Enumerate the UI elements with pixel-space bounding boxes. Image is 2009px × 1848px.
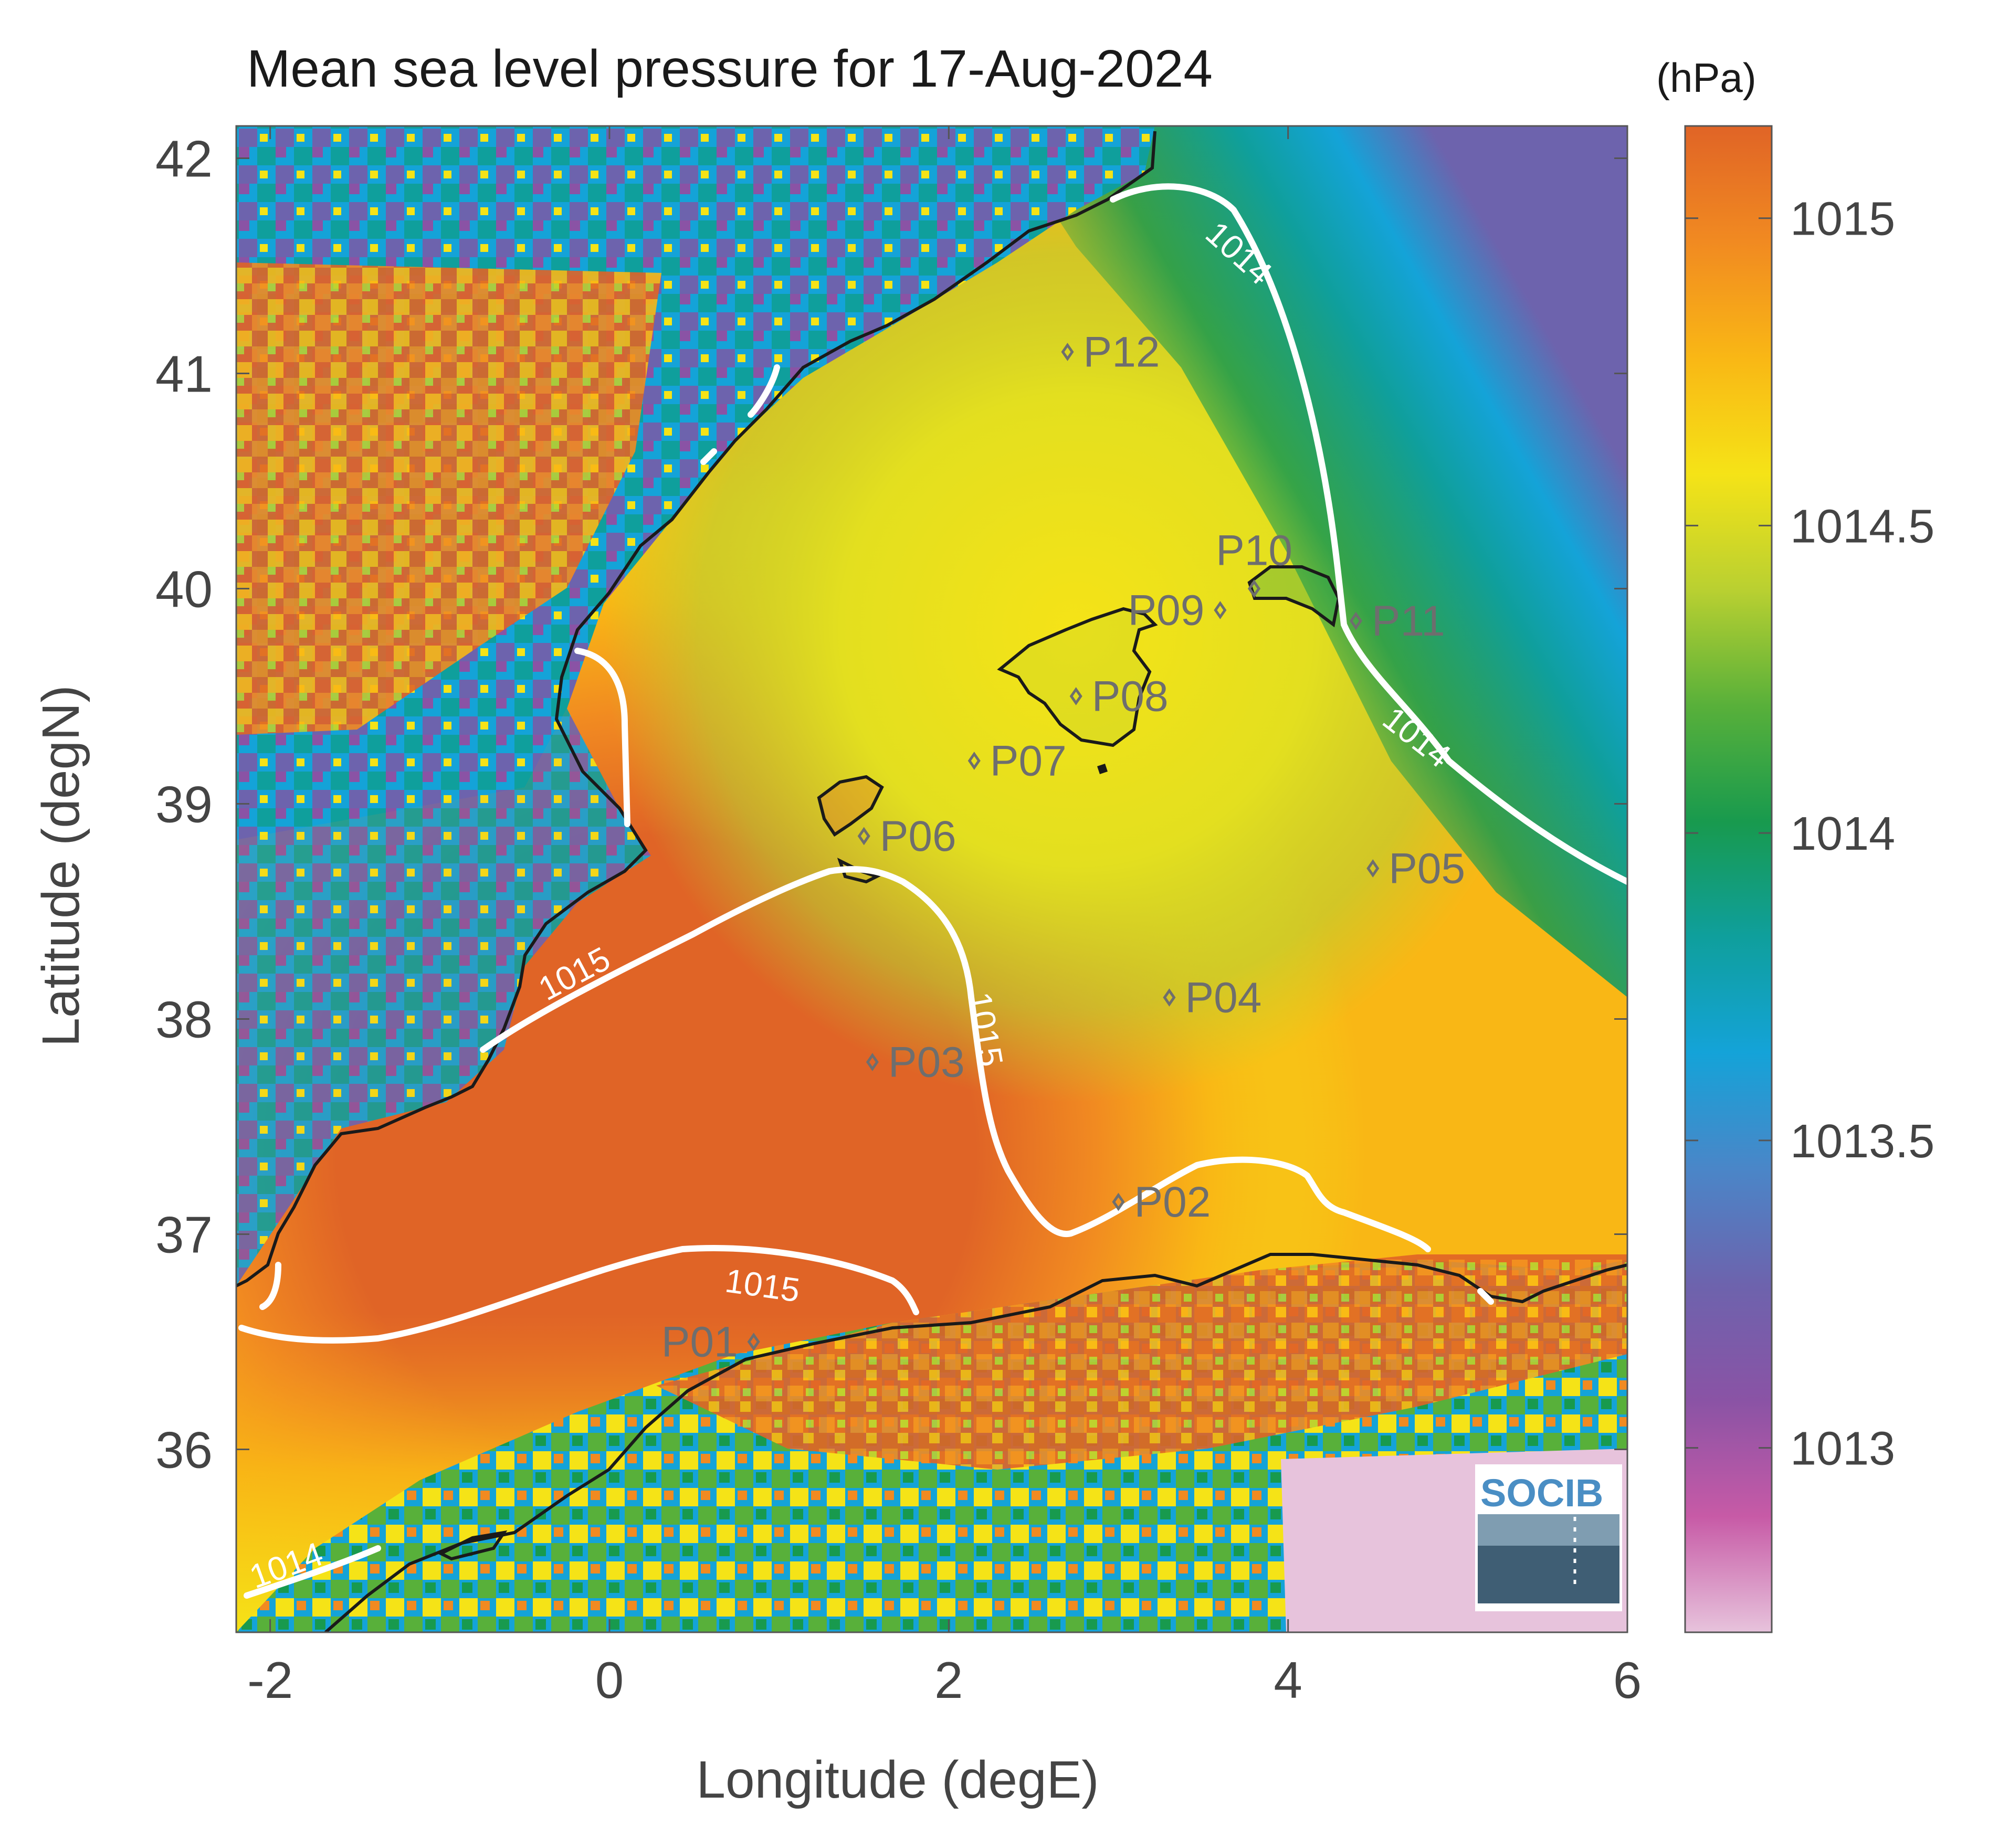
station-marker: [1247, 579, 1261, 598]
x-axis-title: Longitude (degE): [696, 1750, 1099, 1809]
logo-water-highlight: [1478, 1514, 1619, 1546]
contour-1014-iberia: [574, 648, 630, 827]
y-tick-label: 42: [155, 130, 213, 188]
colorbar-tick-label: 1014: [1790, 808, 1895, 860]
station-marker: [1163, 988, 1176, 1007]
contour-1015-south: [238, 1245, 919, 1344]
logo-base: [1478, 1603, 1619, 1610]
coastline-africa: [324, 1253, 1627, 1632]
station-label: P11: [1372, 597, 1445, 645]
station-label: P04: [1185, 974, 1261, 1022]
station-marker: [857, 827, 870, 846]
logo-text: SOCIB: [1480, 1471, 1603, 1515]
station-marker: [747, 1333, 760, 1351]
contour-1015-sw-corner: [259, 1262, 281, 1310]
land-iberia-southeast: [236, 709, 651, 1286]
y-axis-title: Latitude (degN): [31, 685, 90, 1047]
station-marker: [1366, 859, 1380, 878]
station-marker: [1214, 601, 1227, 619]
coastline-ibiza: [817, 775, 884, 837]
colorbar-frame: [1684, 125, 1773, 1633]
station-label: P06: [880, 812, 956, 860]
land-iberia-interior: [236, 262, 661, 735]
y-axis-ticks: 36 37 38 39 40 41 42: [155, 130, 1627, 1479]
station-label: P09: [1128, 587, 1204, 635]
station-label: P08: [1092, 673, 1169, 721]
y-tick-label: 40: [155, 561, 213, 618]
x-tick-label: 0: [595, 1651, 624, 1709]
colorbar-tick-label: 1013: [1790, 1423, 1895, 1475]
station-marker: [1112, 1192, 1125, 1211]
station-label: P12: [1084, 329, 1160, 376]
plot-title: Mean sea level pressure for 17-Aug-2024: [247, 39, 1213, 98]
contour-1014-coastal-arc: [700, 364, 780, 465]
station-label: P01: [661, 1318, 738, 1366]
x-tick-label: 4: [1274, 1651, 1302, 1709]
x-axis-ticks: -2 0 2 4 6: [247, 126, 1642, 1709]
station-marker: [1061, 343, 1074, 361]
x-tick-label: 2: [934, 1651, 963, 1709]
coastline-cabrera: [1097, 764, 1108, 774]
y-tick-label: 41: [155, 345, 213, 403]
colorbar: 1013 1013.5 1014 1014.5 1015: [1684, 125, 1934, 1633]
colorbar-ticks: 1013 1013.5 1014 1014.5 1015: [1685, 193, 1934, 1475]
colorbar-units: (hPa): [1656, 55, 1756, 101]
station-marker: [866, 1053, 879, 1071]
station-label: P02: [1134, 1178, 1211, 1226]
station-marker: [967, 752, 981, 770]
socib-logo: SOCIB: [1475, 1464, 1622, 1611]
coastline-alboran-islet: [437, 1530, 508, 1561]
y-tick-label: 37: [155, 1206, 213, 1264]
station-label: P07: [990, 737, 1067, 785]
contour-1015-central: [480, 866, 1494, 1305]
station-label: P03: [888, 1039, 965, 1086]
colorbar-tick-label: 1015: [1790, 193, 1895, 246]
coastline-menorca: [1247, 565, 1341, 628]
x-tick-label: 6: [1613, 1651, 1642, 1709]
contour-1014-southwest: [244, 1545, 381, 1599]
coastline-mallorca: [997, 607, 1158, 747]
contour-1014-north: [1110, 183, 1627, 885]
colorbar-tick-label: 1014.5: [1790, 500, 1934, 553]
station-label: P05: [1389, 845, 1465, 893]
y-tick-label: 38: [155, 991, 213, 1049]
station-label: P10: [1216, 527, 1292, 575]
colorbar-fill: [1685, 126, 1772, 1632]
land-africa-coastal-strip: [656, 1254, 1627, 1470]
y-tick-label: 36: [155, 1421, 213, 1479]
y-tick-label: 39: [155, 776, 213, 833]
coastline-iberia: [236, 131, 1156, 1287]
contour-lines: [238, 183, 1627, 1599]
map-frame: [235, 125, 1628, 1633]
station-marker: [1069, 687, 1082, 705]
x-tick-label: -2: [247, 1651, 293, 1709]
station-marker: [1349, 611, 1362, 630]
colorbar-tick-label: 1013.5: [1790, 1115, 1934, 1168]
